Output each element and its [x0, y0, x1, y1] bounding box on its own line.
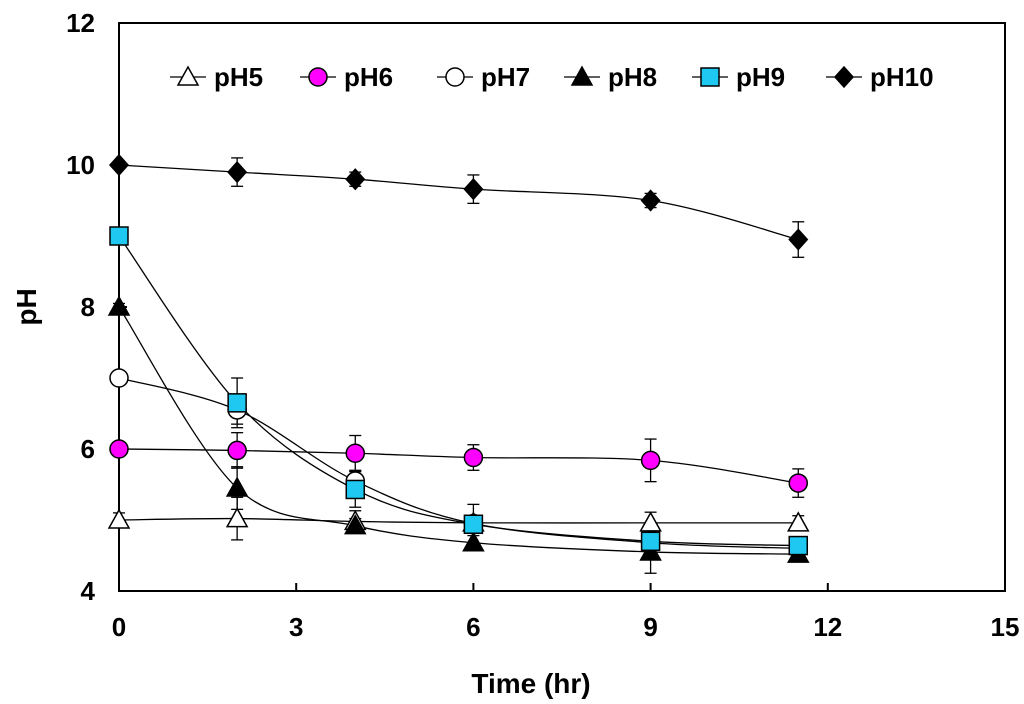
- data-point-pH8: [225, 476, 249, 497]
- y-tick-label: 12: [66, 8, 95, 38]
- data-point-pH9: [109, 226, 129, 246]
- legend-marker-pH5: [176, 65, 200, 86]
- x-tick-label: 0: [112, 612, 126, 642]
- legend-label-pH8: pH8: [608, 62, 657, 92]
- legend-label-pH6: pH6: [344, 62, 393, 92]
- x-axis: 0 3 6 9 12 15: [112, 583, 1020, 642]
- x-tick-label: 3: [289, 612, 303, 642]
- y-tick-label: 10: [66, 150, 95, 180]
- data-point-pH6: [109, 439, 129, 459]
- data-point-pH9: [788, 535, 809, 556]
- data-point-pH5: [639, 511, 662, 532]
- x-tick-label: 15: [991, 612, 1020, 642]
- data-point-pH9: [640, 531, 661, 552]
- legend-label-pH9: pH9: [736, 62, 785, 92]
- x-tick-label: 6: [466, 612, 480, 642]
- series-line-pH10: [118, 164, 799, 241]
- legend-marker-pH10: [833, 65, 855, 89]
- series-line-pH9: [118, 235, 799, 547]
- legend-label-pH5: pH5: [214, 62, 263, 92]
- data-point-pH9: [463, 514, 484, 535]
- data-point-pH10: [463, 178, 484, 201]
- y-tick-label: 4: [81, 576, 96, 606]
- data-point-pH5: [107, 508, 131, 529]
- data-point-pH5: [225, 507, 249, 528]
- data-point-pH6: [227, 440, 247, 461]
- data-point-pH10: [788, 228, 809, 251]
- data-point-pH8: [462, 531, 485, 552]
- y-axis: 4 6 8 10 12: [66, 8, 127, 606]
- data-point-pH5: [786, 511, 810, 532]
- y-axis-title: pH: [11, 288, 42, 325]
- data-point-pH6: [463, 447, 484, 468]
- series-line-pH8: [118, 306, 799, 555]
- legend-label-pH10: pH10: [870, 62, 934, 92]
- data-point-pH10: [640, 189, 661, 212]
- legend-marker-pH8: [570, 65, 594, 86]
- x-tick-label: 12: [813, 612, 842, 642]
- data-point-pH9: [227, 393, 247, 413]
- y-tick-label: 8: [81, 292, 95, 322]
- data-point-pH8: [107, 295, 131, 316]
- error-bars: [113, 157, 805, 574]
- data-point-pH9: [345, 479, 366, 500]
- legend-label-pH7: pH7: [481, 62, 530, 92]
- plot-frame: [118, 22, 1006, 592]
- series-line-pH6: [118, 448, 799, 484]
- data-point-pH8: [343, 514, 367, 535]
- data-point-pH10: [108, 153, 130, 177]
- legend-marker-pH7: [445, 67, 465, 87]
- x-tick-label: 9: [643, 612, 657, 642]
- data-point-pH7: [109, 368, 129, 388]
- data-point-pH6: [345, 443, 366, 464]
- legend: pH5 pH6 pH7 pH8 pH9 pH10: [170, 62, 934, 92]
- data-point-pH10: [345, 168, 366, 191]
- series-lines: [118, 164, 799, 555]
- legend-marker-pH9: [700, 67, 720, 87]
- data-points: [107, 153, 810, 563]
- data-point-pH10: [227, 160, 248, 184]
- data-point-pH6: [640, 450, 661, 471]
- y-tick-label: 6: [81, 434, 95, 464]
- data-point-pH6: [788, 473, 809, 493]
- x-axis-title: Time (hr): [471, 668, 590, 699]
- legend-marker-pH6: [308, 67, 328, 87]
